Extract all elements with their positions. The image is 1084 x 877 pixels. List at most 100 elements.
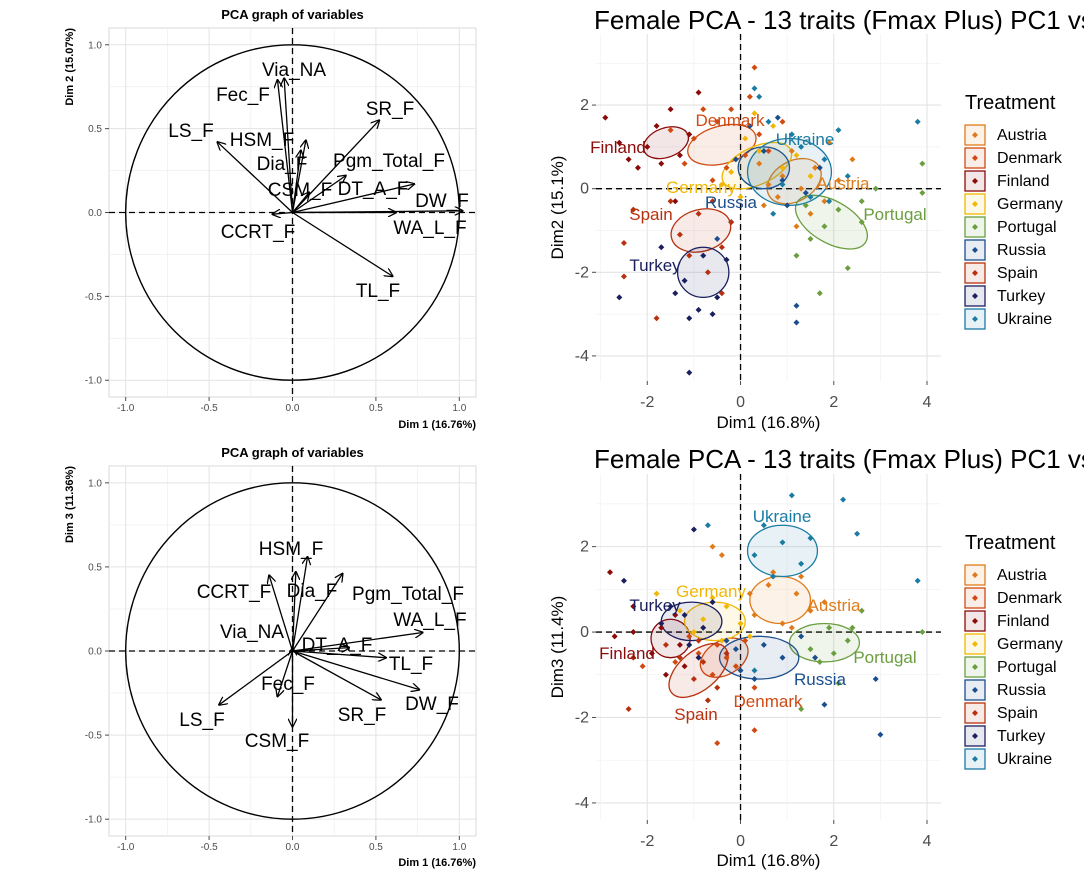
group-label: Russia xyxy=(705,193,758,212)
data-point xyxy=(784,202,791,209)
data-point xyxy=(765,148,772,155)
data-point xyxy=(676,641,683,648)
legend-key-point xyxy=(972,710,978,716)
data-point xyxy=(695,637,702,644)
variable-label: WA_L_F xyxy=(393,610,466,631)
data-point xyxy=(760,148,767,155)
data-point xyxy=(718,181,725,188)
variable-label: Dia_F xyxy=(287,581,338,602)
confidence-ellipse xyxy=(676,246,730,299)
pca-individuals-panel-2: Austria Denmark Finland Germany Portugal Russ… xyxy=(548,444,1084,870)
data-point xyxy=(704,269,711,276)
variable-arrow xyxy=(292,184,415,214)
group-label: Denmark xyxy=(696,111,765,130)
y-tick-label: 0.0 xyxy=(88,647,102,658)
data-point xyxy=(854,530,861,537)
variable-arrow xyxy=(291,192,310,213)
data-point xyxy=(746,93,753,100)
data-point xyxy=(835,127,842,134)
data-point xyxy=(732,646,739,653)
data-point xyxy=(606,569,613,576)
variable-label: TL_F xyxy=(356,281,400,302)
data-point xyxy=(788,492,795,499)
data-point xyxy=(672,611,679,618)
data-point xyxy=(849,156,856,163)
data-point xyxy=(700,106,707,113)
data-point xyxy=(718,552,725,559)
x-tick-label: 0.5 xyxy=(369,842,383,853)
data-point xyxy=(704,697,711,704)
confidence-ellipse xyxy=(788,622,861,663)
data-point xyxy=(695,654,702,661)
data-point xyxy=(630,629,637,636)
data-point xyxy=(718,290,725,297)
data-point xyxy=(844,265,851,272)
data-point xyxy=(672,658,679,665)
data-point xyxy=(816,658,823,665)
legend-label: Spain xyxy=(997,265,1038,282)
x-tick-label: 1.0 xyxy=(452,403,466,414)
data-point xyxy=(700,252,707,259)
data-point xyxy=(765,582,772,589)
legend-key-point xyxy=(972,595,978,601)
variable-label: Via_NA xyxy=(262,60,326,81)
data-point xyxy=(807,646,814,653)
group-label: Turkey xyxy=(629,596,681,615)
variable-label: CCRT_F xyxy=(221,222,296,243)
data-point xyxy=(620,577,627,584)
data-point xyxy=(826,198,833,205)
data-point xyxy=(802,189,809,196)
x-tick-label: 0 xyxy=(736,833,745,850)
data-point xyxy=(774,114,781,121)
y-tick-label: -4 xyxy=(575,795,589,812)
variable-arrow xyxy=(217,142,293,213)
y-tick-label: -0.5 xyxy=(85,731,103,742)
data-point xyxy=(723,654,730,661)
data-point xyxy=(835,206,842,213)
data-point xyxy=(658,624,665,631)
variable-label: DT_A_F xyxy=(302,635,373,656)
legend-key-point xyxy=(972,155,978,161)
x-tick-label: -2 xyxy=(640,833,654,850)
x-tick-label: 4 xyxy=(923,394,932,411)
variable-label: LS_F xyxy=(179,710,224,731)
group-label: Austria xyxy=(808,596,861,615)
y-tick-label: 0.0 xyxy=(88,208,102,219)
variable-label: HSM_F xyxy=(230,130,294,151)
data-point xyxy=(788,624,795,631)
legend-key-point xyxy=(972,224,978,230)
x-axis-title: Dim 1 (16.76%) xyxy=(398,857,476,869)
data-point xyxy=(667,603,674,610)
data-point xyxy=(844,637,851,644)
data-point xyxy=(858,198,865,205)
data-point xyxy=(826,624,833,631)
data-point xyxy=(672,198,679,205)
data-point xyxy=(760,522,767,529)
legend-label: Finland xyxy=(997,173,1049,190)
group-label: Ukraine xyxy=(753,507,812,526)
data-point xyxy=(793,152,800,159)
data-point xyxy=(779,164,786,171)
variable-label: TL_F xyxy=(389,654,433,675)
data-point xyxy=(798,633,805,640)
variable-label: DT_A_F xyxy=(338,179,409,200)
data-point xyxy=(770,122,777,129)
legend-key-point xyxy=(972,618,978,624)
data-point xyxy=(667,106,674,113)
data-point xyxy=(695,210,702,217)
data-point xyxy=(779,118,786,125)
legend-key-point xyxy=(972,572,978,578)
variable-arrow xyxy=(272,213,293,215)
data-point xyxy=(690,676,697,683)
data-point xyxy=(765,181,772,188)
data-point xyxy=(676,654,683,661)
group-label: Finland xyxy=(590,138,646,157)
legend-label: Spain xyxy=(997,705,1038,722)
data-point xyxy=(765,118,772,125)
data-point xyxy=(877,731,884,738)
variable-label: DW_F xyxy=(415,191,469,212)
group-label: Denmark xyxy=(734,692,803,711)
x-axis-title: Dim 1 (16.76%) xyxy=(398,419,476,431)
data-point xyxy=(676,607,683,614)
data-point xyxy=(709,599,716,606)
